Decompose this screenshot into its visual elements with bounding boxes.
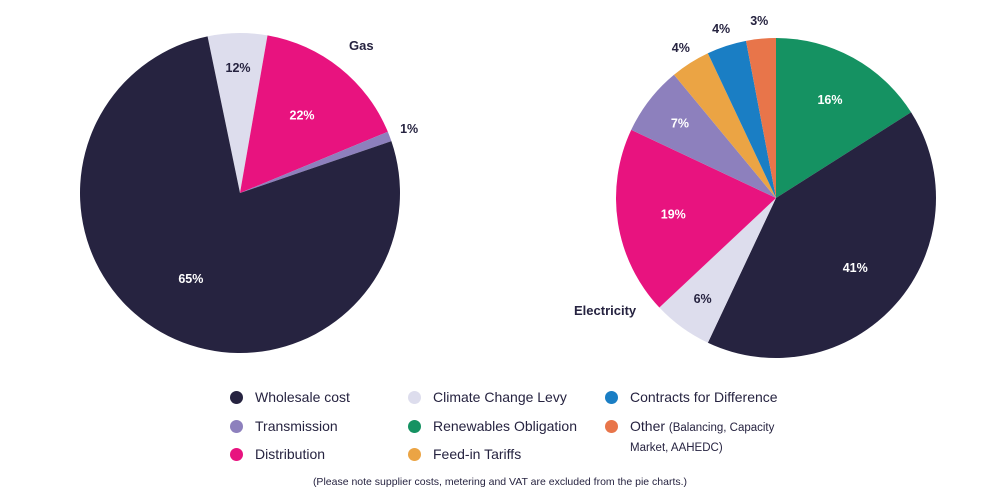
electricity-pie-chart: 16% 41% 6% 19% 7% 4% 4% 3%: [616, 14, 936, 359]
legend-label-transmission: Transmission: [255, 418, 338, 434]
legend-swatch-cfd: [605, 391, 618, 404]
footnote: (Please note supplier costs, metering an…: [312, 476, 688, 488]
gas-slice-distribution: [240, 35, 388, 193]
legend-swatch-climate: [408, 391, 421, 404]
gas-slice-climate: [207, 33, 268, 194]
elec-slice-other: [746, 38, 776, 198]
elec-slice-wholesale: [707, 112, 936, 359]
legend-label-other-note: (Balancing, Capacity Market, AAHEDC): [630, 422, 775, 454]
elec-label-wholesale: 41%: [843, 261, 868, 275]
legend-swatch-transmission: [230, 420, 243, 433]
legend: Wholesale cost Transmission Distribution…: [230, 388, 830, 472]
legend-item-climate: Climate Change Levy: [408, 388, 567, 406]
elec-label-feedin: 4%: [672, 41, 690, 55]
legend-item-distribution: Distribution: [230, 445, 325, 463]
elec-slice-renewables: [776, 38, 912, 198]
electricity-chart-title: Electricity: [574, 303, 637, 318]
legend-item-cfd: Contracts for Difference: [605, 388, 778, 406]
legend-label-renewables: Renewables Obligation: [433, 418, 577, 434]
legend-swatch-feedin: [408, 448, 421, 461]
gas-label-climate: 12%: [226, 61, 251, 75]
legend-item-wholesale: Wholesale cost: [230, 388, 350, 406]
elec-slice-climate: [659, 198, 776, 343]
elec-slice-transmission: [631, 74, 776, 198]
gas-chart-title: Gas: [349, 38, 374, 53]
pie-charts: 12% 22% 1% 65% 16% 41% 6% 19% 7% 4% 4% 3% Gas Elec…: [79, 14, 936, 359]
gas-slice-wholesale: [79, 36, 400, 353]
gas-pie-chart: 12% 22% 1% 65%: [79, 33, 418, 353]
elec-label-other: 3%: [750, 14, 768, 28]
elec-label-cfd: 4%: [712, 22, 730, 36]
legend-item-renewables: Renewables Obligation: [408, 417, 577, 435]
legend-label-distribution: Distribution: [255, 446, 326, 462]
legend-swatch-other: [605, 420, 618, 433]
elec-slice-cfd: [707, 40, 776, 198]
gas-slice-transmission: [240, 131, 392, 193]
elec-label-renewables: 16%: [817, 93, 842, 107]
legend-label-cfd: Contracts for Difference: [630, 389, 778, 405]
legend-item-feedin: Feed-in Tariffs: [408, 445, 521, 463]
legend-item-transmission: Transmission: [230, 417, 338, 435]
elec-slice-feedin: [674, 53, 776, 198]
legend-label-wholesale: Wholesale cost: [255, 389, 350, 405]
legend-swatch-wholesale: [230, 391, 243, 404]
gas-label-transmission: 1%: [400, 122, 418, 136]
elec-label-distribution: 19%: [661, 207, 686, 221]
legend-label-feedin: Feed-in Tariffs: [433, 446, 522, 462]
legend-label-climate: Climate Change Levy: [433, 389, 567, 405]
elec-label-climate: 6%: [694, 292, 712, 306]
legend-item-other: Other (Balancing, Capacity Market, AAHED…: [605, 417, 805, 457]
legend-swatch-distribution: [230, 448, 243, 461]
gas-label-wholesale: 65%: [178, 272, 203, 286]
legend-label-other: Other: [630, 418, 666, 434]
gas-label-distribution: 22%: [290, 109, 315, 123]
legend-swatch-renewables: [408, 420, 421, 433]
elec-label-transmission: 7%: [671, 116, 689, 130]
elec-slice-distribution: [616, 129, 776, 308]
